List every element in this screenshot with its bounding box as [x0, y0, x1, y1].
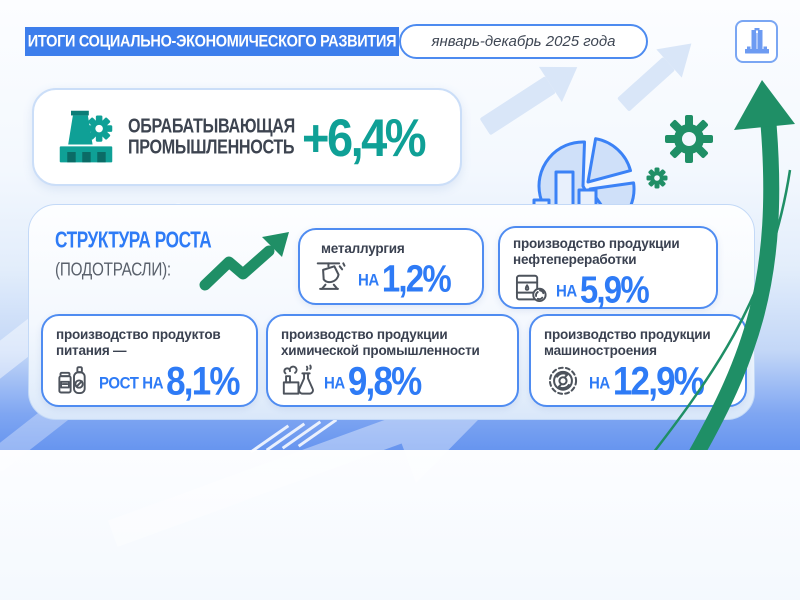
manufacturing-growth-value: +6,4% [302, 107, 427, 167]
stat-card-title: металлургия [321, 241, 405, 256]
stat-value: 8,1% [166, 358, 240, 404]
structure-title: СТРУКТУРА РОСТА [55, 227, 212, 254]
stat-card-machine-building: производство продукции машиностроения НА… [529, 314, 747, 407]
stat-card-value-row: НА 12,9% [544, 358, 733, 404]
machine-gear-icon [548, 367, 578, 396]
structure-heading: СТРУКТУРА РОСТА (ПОДОТРАСЛИ): [55, 227, 246, 280]
manufacturing-summary-card: ОБРАБАТЫВАЮЩАЯ ПРОМЫШЛЕННОСТЬ +6,4% [32, 88, 462, 186]
food-products-icon [58, 366, 86, 395]
manufacturing-label: ОБРАБАТЫВАЮЩАЯ ПРОМЫШЛЕННОСТЬ [128, 114, 296, 159]
government-building-icon [744, 27, 769, 53]
stat-card-value-row: РОСТ НА 8,1% [56, 358, 244, 404]
growth-structure-panel: СТРУКТУРА РОСТА (ПОДОТРАСЛИ): металлурги… [28, 204, 755, 420]
light-blue-arrows-decoration [480, 43, 692, 135]
manufacturing-label-line1: ОБРАБАТЫВАЮЩАЯ [128, 114, 295, 138]
slide-title: ИТОГИ СОЦИАЛЬНО-ЭКОНОМИЧЕСКОГО РАЗВИТИЯ [27, 32, 397, 51]
stat-card-chemical-industry: производство продукции химической промыш… [266, 314, 519, 407]
stat-prefix: НА [556, 281, 577, 301]
stat-card-oil-refining: производство продукции нефтепереработки … [498, 226, 718, 309]
stat-card-value-row: НА 5,9% [513, 268, 704, 311]
stat-card-title: производство продуктов питания — [56, 327, 221, 358]
stat-prefix: НА [358, 271, 379, 291]
stat-prefix: РОСТ НА [99, 373, 164, 393]
stat-card-value-row: НА 1,2% [313, 257, 470, 301]
growth-trend-arrow-icon [199, 232, 289, 291]
manufacturing-label-line2: ПРОМЫШЛЕННОСТЬ [128, 136, 295, 159]
stat-prefix: НА [589, 373, 610, 393]
stat-value: 5,9% [579, 268, 650, 311]
factory-gear-icon [59, 110, 113, 163]
stat-prefix: НА [324, 373, 345, 393]
stat-value: 9,8% [347, 358, 422, 404]
period-badge: январь-декабрь 2025 года [399, 24, 648, 59]
stat-card-title: производство продукции нефтепереработки [513, 236, 680, 267]
structure-subtitle: (ПОДОТРАСЛИ): [55, 258, 171, 280]
stat-card-title: производство продукции химической промыш… [281, 327, 480, 358]
metallurgy-ladle-icon [316, 262, 346, 290]
stat-value: 1,2% [381, 257, 452, 301]
stat-card-title: производство продукции машиностроения [544, 327, 711, 358]
stat-card-food-production: производство продуктов питания — РОСТ НА… [41, 314, 258, 407]
oil-barrel-icon [515, 275, 547, 303]
gear-icon [646, 115, 713, 189]
slide-title-bar: ИТОГИ СОЦИАЛЬНО-ЭКОНОМИЧЕСКОГО РАЗВИТИЯ [25, 27, 399, 56]
stat-card-value-row: НА 9,8% [281, 358, 505, 404]
chemical-plant-icon [282, 364, 314, 395]
stat-value: 12,9% [612, 358, 705, 404]
stat-card-metallurgy: металлургия НА 1,2% [298, 228, 484, 305]
period-text: январь-декабрь 2025 года [431, 33, 616, 50]
logo-badge [735, 20, 778, 63]
